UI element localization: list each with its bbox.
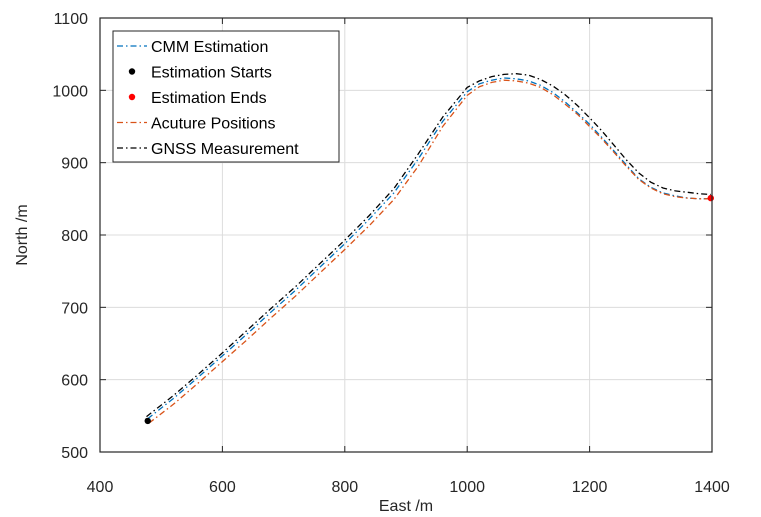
marker-estimation-ends (707, 194, 714, 202)
x-tick-label-4: 1200 (572, 479, 608, 496)
legend-box (112, 30, 340, 163)
x-tick-label-1: 600 (209, 479, 236, 496)
x-tick-label-0: 400 (87, 479, 114, 496)
series-line-acuture-positions (148, 79, 711, 424)
y-tick-label-5: 1000 (52, 83, 88, 100)
legend-swatch-estimation-ends (128, 93, 136, 101)
x-tick-label-3: 1000 (449, 479, 485, 496)
legend-label-estimation-starts: Estimation Starts (151, 65, 272, 82)
legend-items: CMM Estimation Estimation Starts Estimatio… (117, 39, 299, 158)
legend-label-estimation-ends: Estimation Ends (151, 90, 267, 107)
ticks (99, 17, 713, 453)
y-tick-label-6: 1100 (54, 11, 89, 28)
y-axis-label: North /m (14, 204, 31, 265)
y-tick-label-1: 600 (61, 373, 88, 390)
marker-estimation-starts (144, 417, 151, 425)
y-tick-label-0: 500 (61, 445, 88, 462)
legend: CMM Estimation Estimation Starts Estimatio… (112, 30, 340, 163)
legend-swatch-estimation-starts (128, 68, 136, 75)
series-layer (146, 73, 711, 424)
legend-label-acuture-positions: Acuture Positions (151, 116, 276, 133)
y-tick-label-2: 700 (61, 300, 88, 317)
y-tick-label-3: 800 (61, 228, 88, 245)
tick-labels: 400 600 800 1000 1200 1400 500 600 700 800 900 1000… (52, 11, 729, 496)
y-tick-label-4: 900 (61, 156, 88, 173)
x-tick-label-5: 1400 (694, 479, 730, 496)
x-axis-label: East /m (379, 498, 433, 515)
legend-label-gnss-measurement: GNSS Measurement (151, 141, 299, 158)
legend-label-cmm-estimation: CMM Estimation (151, 39, 268, 56)
x-tick-label-2: 800 (331, 479, 358, 496)
